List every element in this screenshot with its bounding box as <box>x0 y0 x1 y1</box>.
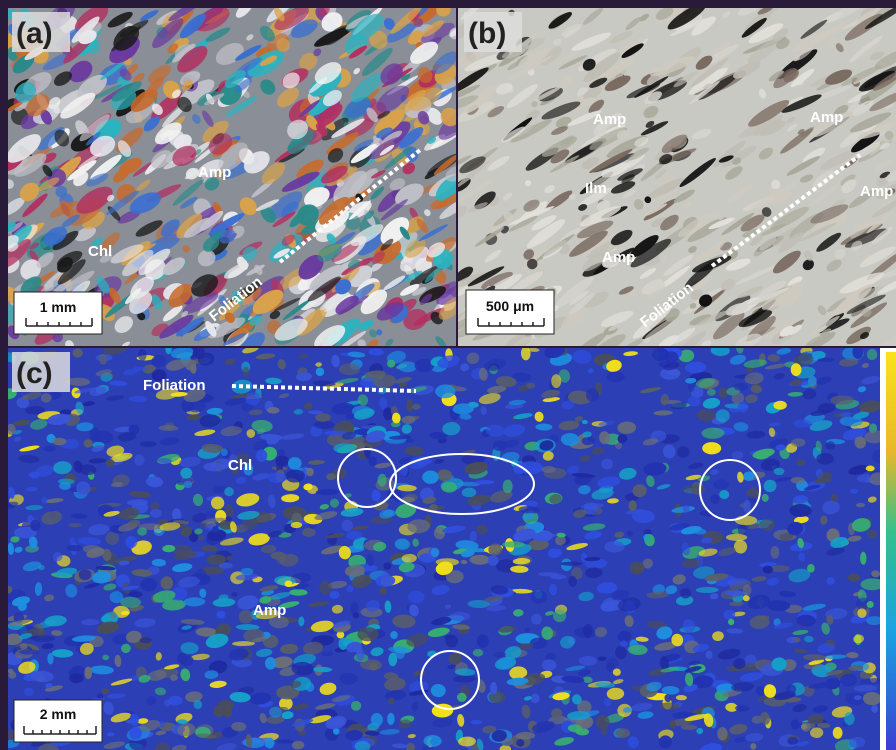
annotation: Chl <box>228 457 252 474</box>
grain <box>476 524 488 535</box>
grain <box>102 655 109 661</box>
grain <box>422 471 438 484</box>
annotation: Ilm <box>585 180 607 197</box>
annotation: Foliation <box>143 377 206 394</box>
scale-label: 500 μm <box>486 298 534 314</box>
annotation: Amp <box>810 109 843 126</box>
annotation: Amp <box>602 249 635 266</box>
grain <box>502 541 524 547</box>
grain <box>239 610 253 624</box>
scale-label: 1 mm <box>40 299 77 315</box>
grain <box>110 591 124 603</box>
annotation: Amp <box>593 111 626 128</box>
panel-label: (c) <box>16 357 53 390</box>
annotation: Chl <box>88 243 112 260</box>
annotation: Amp <box>198 164 231 181</box>
grain <box>833 727 843 739</box>
grain <box>598 656 607 660</box>
annotation: Amp <box>253 602 286 619</box>
grain <box>24 688 34 696</box>
grain <box>339 363 361 375</box>
grain <box>368 348 383 355</box>
grain <box>606 372 624 383</box>
grain <box>601 458 613 469</box>
grain <box>542 466 556 473</box>
grain <box>68 523 81 527</box>
figure: (a) Amp Chl Foliation 1 mm (b) Amp Amp A… <box>0 0 896 750</box>
grain <box>471 720 483 725</box>
scale-label: 2 mm <box>40 706 77 722</box>
grain <box>298 354 308 358</box>
grain <box>441 482 457 493</box>
grain <box>789 504 811 517</box>
colorbar <box>886 352 896 750</box>
annotation: Amp <box>860 183 893 200</box>
panel-label: (b) <box>468 17 506 50</box>
grain <box>38 565 45 570</box>
panel-label: (a) <box>16 17 53 50</box>
